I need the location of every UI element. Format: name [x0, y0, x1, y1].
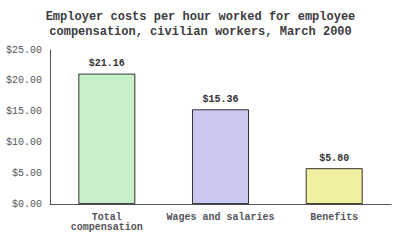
- svg-text:$0.00: $0.00: [12, 199, 42, 210]
- svg-text:$25.00: $25.00: [6, 45, 42, 56]
- svg-text:$15.36: $15.36: [202, 94, 238, 105]
- svg-text:Wages and salaries: Wages and salaries: [166, 212, 274, 223]
- svg-text:$5.00: $5.00: [12, 168, 42, 179]
- svg-text:compensation, civilian workers: compensation, civilian workers, March 20…: [49, 25, 351, 39]
- svg-text:$15.00: $15.00: [6, 106, 42, 117]
- svg-text:Employer costs per hour worked: Employer costs per hour worked for emplo…: [46, 10, 356, 24]
- svg-text:Benefits: Benefits: [310, 212, 358, 223]
- svg-text:compensation: compensation: [71, 222, 143, 233]
- svg-text:$21.16: $21.16: [89, 58, 125, 69]
- svg-text:$10.00: $10.00: [6, 137, 42, 148]
- svg-text:$20.00: $20.00: [6, 75, 42, 86]
- svg-text:Total: Total: [91, 211, 122, 223]
- svg-text:$5.80: $5.80: [319, 153, 349, 164]
